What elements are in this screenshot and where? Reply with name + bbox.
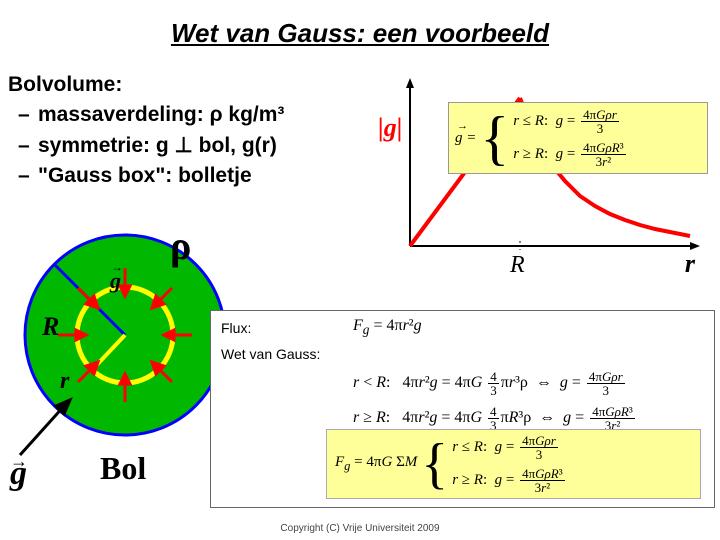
bullet-item: "Gauss box": bolletje bbox=[8, 161, 284, 191]
sum-eq: Fg = 4πG ΣM bbox=[335, 454, 417, 474]
sphere-diagram: ρ g→ R r bbox=[10, 220, 240, 450]
bullet-item: symmetrie: g ⊥ bol, g(r) bbox=[8, 131, 284, 161]
case-lt-eq: r < R: 4πr²g = 4πG 43πr³ρ ⇔ g = 4πGρr3 bbox=[353, 370, 627, 397]
equation-box-sum: Fg = 4πG ΣM { r ≤ R: g = 4πGρr3 r ≥ R: g… bbox=[326, 429, 701, 499]
eq-line: r ≤ R: g = 4πGρr3 bbox=[452, 434, 566, 461]
chart-y-label: |g| bbox=[378, 113, 402, 143]
inner-g-label: g→ bbox=[110, 268, 121, 294]
eq-line: r ≤ R: g = 4πGρr3 bbox=[513, 108, 627, 135]
bullet-head: Bolvolume: bbox=[8, 70, 284, 100]
equation-box-g-cases: g→ = { r ≤ R: g = 4πGρr3 r ≥ R: g = 4πGρ… bbox=[448, 102, 708, 174]
small-r-label: r bbox=[60, 368, 69, 395]
eq-line: r ≥ R: g = 4πGρR³3r² bbox=[513, 141, 627, 168]
eq-line: r ≥ R: g = 4πGρR³3r² bbox=[452, 467, 566, 494]
rho-label: ρ bbox=[170, 222, 191, 269]
outer-g-label: →g bbox=[10, 455, 27, 493]
chart-x-label: r bbox=[685, 249, 695, 279]
chart-peak-label: R bbox=[510, 252, 525, 279]
bol-label: Bol bbox=[100, 450, 146, 487]
copyright-text: Copyright (C) Vrije Universiteit 2009 bbox=[0, 523, 720, 534]
flux-eq: Fg = 4πr²g bbox=[353, 317, 422, 338]
flux-gauss-box: Flux: Fg = 4πr²g Wet van Gauss: r < R: 4… bbox=[210, 310, 715, 508]
slide-title: Wet van Gauss: een voorbeeld bbox=[0, 0, 720, 49]
bullet-list: Bolvolume: massaverdeling: ρ kg/m³ symme… bbox=[8, 70, 284, 192]
gauss-label: Wet van Gauss: bbox=[221, 346, 341, 362]
capital-r-label: R bbox=[42, 312, 59, 342]
flux-label: Flux: bbox=[221, 320, 341, 336]
bullet-item: massaverdeling: ρ kg/m³ bbox=[8, 100, 284, 130]
